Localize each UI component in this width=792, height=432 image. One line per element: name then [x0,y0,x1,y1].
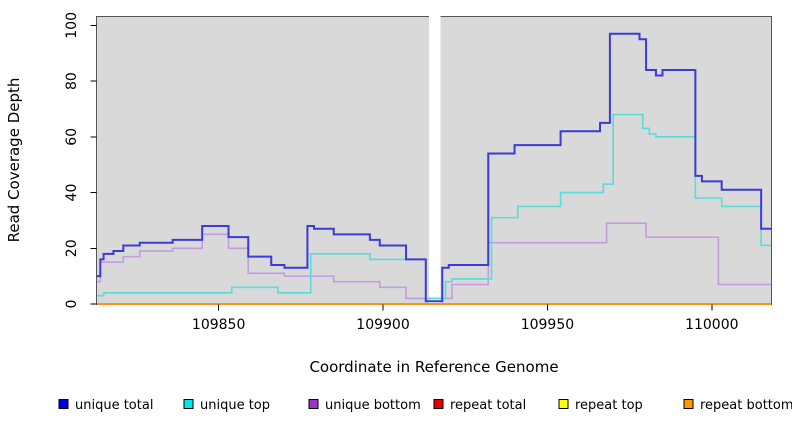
y-tick-label: 40 [64,184,80,202]
y-tick-label: 0 [64,300,80,309]
legend-label-repeat-total: repeat total [450,398,526,413]
legend-swatch-unique-total [58,399,69,409]
x-tick-label: 109950 [521,317,574,333]
x-tick-label: 110000 [685,317,738,333]
legend-swatch-repeat-bottom [683,399,694,409]
x-axis-title: Coordinate in Reference Genome [309,358,558,376]
legend-swatch-unique-top [183,399,194,409]
axis-layer: 109850 109900 109950 110000 0 20 40 60 80 100 [64,12,739,333]
plot-layer [96,15,772,305]
legend-swatch-repeat-top [558,399,569,409]
x-tick-label: 109900 [356,317,409,333]
legend-label-unique-top: unique top [200,398,270,413]
legend-swatch-unique-bottom [308,399,319,409]
y-tick-label: 20 [64,239,80,257]
legend-swatch-repeat-total [433,399,444,409]
legend-label-repeat-bottom: repeat bottom [700,398,792,413]
legend: unique total unique top unique bottom repea… [58,398,792,413]
legend-label-unique-bottom: unique bottom [325,398,421,413]
legend-label-repeat-top: repeat top [575,398,643,413]
y-axis-title: Read Coverage Depth [5,78,23,243]
y-tick-label: 60 [64,128,80,146]
no-data-gap-band [429,15,441,304]
series-line-unique-top [97,113,771,300]
series-line-unique-bottom [97,222,771,300]
legend-label-unique-total: unique total [75,398,153,413]
y-tick-label: 100 [64,12,80,39]
series-line-unique-total [97,32,771,303]
y-tick-label: 80 [64,72,80,90]
x-tick-label: 109850 [192,317,245,333]
